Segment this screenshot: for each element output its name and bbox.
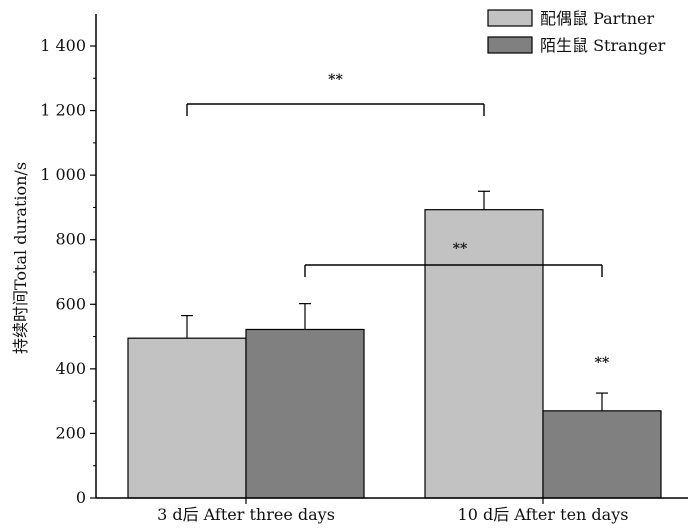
significance-label: **	[453, 241, 468, 257]
bar	[245, 328, 365, 499]
legend-swatch	[487, 9, 533, 27]
bar	[424, 209, 544, 499]
y-tick-label: 400	[55, 359, 86, 378]
legend: 配偶鼠 Partner 陌生鼠 Stranger	[487, 9, 666, 55]
significance-label: **	[595, 355, 610, 371]
x-tick-label: 10 d后 After ten days	[458, 505, 629, 524]
bar	[127, 337, 247, 499]
y-tick-label: 1 200	[40, 101, 86, 120]
y-tick-label: 800	[55, 230, 86, 249]
y-tick-label: 1 400	[40, 36, 86, 55]
y-tick-label: 600	[55, 294, 86, 313]
x-tick-label: 3 d后 After three days	[157, 505, 335, 524]
legend-label: 陌生鼠 Stranger	[540, 36, 666, 55]
y-axis-label: 持续时间Total duration/s	[11, 162, 30, 354]
legend-label: 配偶鼠 Partner	[540, 9, 655, 28]
y-tick-label: 200	[55, 423, 86, 442]
significance-label: **	[328, 72, 343, 88]
plot-area: ** ** **	[127, 72, 662, 499]
bar	[542, 410, 662, 499]
legend-swatch	[487, 36, 533, 54]
y-tick-label: 1 000	[40, 165, 86, 184]
y-tick-label: 0	[76, 488, 86, 507]
axes: 0 200 400 600 800 1 000 1 200 1 400 3 d后 After t…	[40, 14, 688, 524]
